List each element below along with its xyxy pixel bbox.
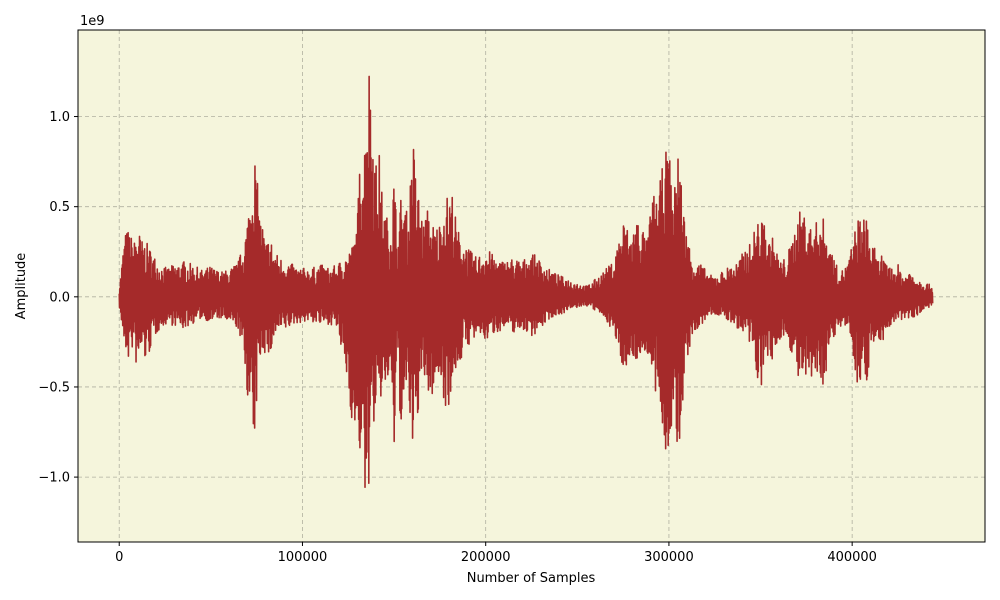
y-scale-multiplier: 1e9 bbox=[80, 14, 105, 29]
waveform-series bbox=[118, 75, 934, 488]
x-tick-label: 100000 bbox=[278, 550, 328, 565]
x-tick-label: 300000 bbox=[644, 550, 694, 565]
x-tick-label: 200000 bbox=[461, 550, 511, 565]
y-tick-label: 1.0 bbox=[49, 110, 70, 125]
y-axis-label: Amplitude bbox=[14, 253, 29, 320]
axis-ticks: 0 100000 200000 300000 400000 −1.0 −0.5 0.0 0.5 1… bbox=[38, 110, 877, 565]
x-tick-label: 0 bbox=[115, 550, 123, 565]
y-tick-label: 0.0 bbox=[49, 290, 70, 305]
plot-frame bbox=[77, 29, 986, 543]
y-tick-label: −1.0 bbox=[38, 471, 70, 486]
waveform-line bbox=[118, 75, 934, 488]
x-tick-label: 400000 bbox=[827, 550, 877, 565]
y-tick-label: 0.5 bbox=[49, 200, 70, 215]
x-axis-label: Number of Samples bbox=[467, 571, 596, 586]
y-tick-label: −0.5 bbox=[38, 380, 70, 395]
